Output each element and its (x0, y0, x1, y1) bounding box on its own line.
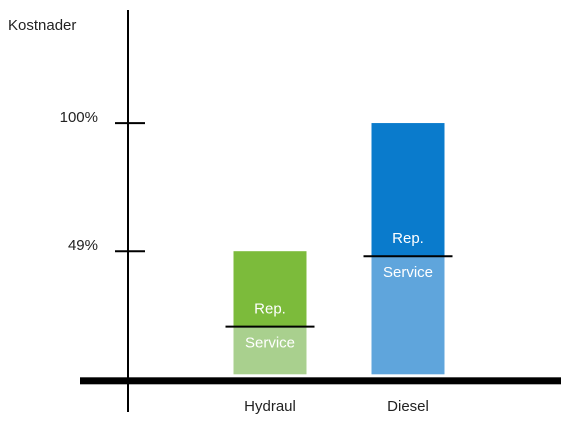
segment-label: Rep. (254, 301, 286, 318)
x-tick-label: Diesel (387, 398, 429, 415)
y-axis-label: Kostnader (8, 17, 76, 34)
x-axis (80, 377, 561, 385)
y-tick-label: 100% (60, 109, 98, 126)
segment-label: Service (383, 264, 433, 281)
bar-segment (371, 123, 445, 257)
x-tick-label: Hydraul (244, 398, 296, 415)
bar-segment (233, 251, 307, 327)
segment-label: Service (245, 335, 295, 352)
bar-segment (371, 256, 445, 375)
y-tick-label: 49% (68, 237, 98, 254)
segment-label: Rep. (392, 230, 424, 247)
bar-segment (233, 326, 307, 375)
